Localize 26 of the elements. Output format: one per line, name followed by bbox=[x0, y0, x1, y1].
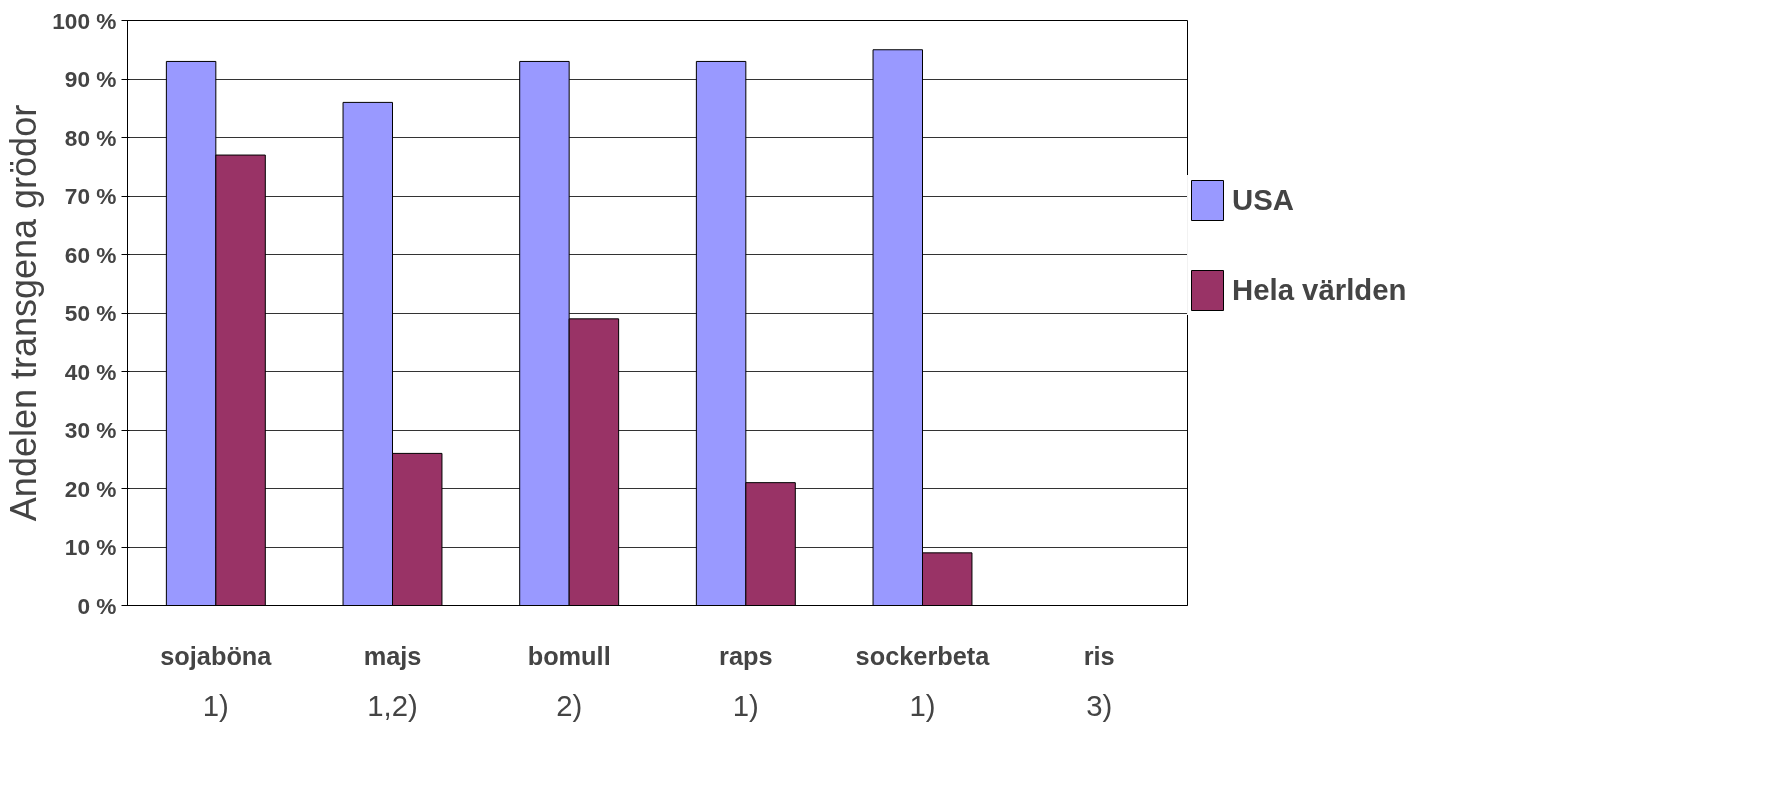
x-tick-label: raps bbox=[719, 641, 773, 670]
y-tick-label: 100 % bbox=[52, 7, 117, 34]
text: 1,2) bbox=[367, 688, 418, 722]
x-tick-label: bomull bbox=[527, 641, 611, 670]
text: 3) bbox=[1086, 688, 1113, 722]
x-tick-label: majs bbox=[363, 641, 422, 670]
y-tick-label: 20 % bbox=[64, 475, 117, 502]
text: 1) bbox=[732, 688, 759, 722]
text: 1) bbox=[202, 688, 229, 722]
text: 1) bbox=[909, 688, 936, 722]
text: 2) bbox=[556, 688, 583, 722]
legend-label: Hela världen bbox=[1232, 273, 1407, 307]
y-tick-label: 70 % bbox=[64, 183, 117, 209]
y-tick-label: 60 % bbox=[64, 241, 117, 268]
legend-label: USA bbox=[1232, 183, 1294, 217]
y-axis-title: Andelen transgena grödor bbox=[3, 104, 45, 522]
y-tick-label: 0 % bbox=[77, 592, 117, 619]
x-tick-label: sockerbeta bbox=[855, 641, 991, 670]
y-tick-label: 30 % bbox=[64, 417, 117, 443]
y-tick-label: 40 % bbox=[64, 358, 117, 385]
y-tick-label: 50 % bbox=[64, 300, 117, 326]
y-tick-label: 90 % bbox=[64, 66, 117, 92]
x-tick-label: ris bbox=[1083, 641, 1115, 670]
y-tick-label: 10 % bbox=[64, 534, 117, 560]
x-tick-label: sojaböna bbox=[160, 641, 273, 670]
y-tick-label: 80 % bbox=[64, 124, 117, 151]
